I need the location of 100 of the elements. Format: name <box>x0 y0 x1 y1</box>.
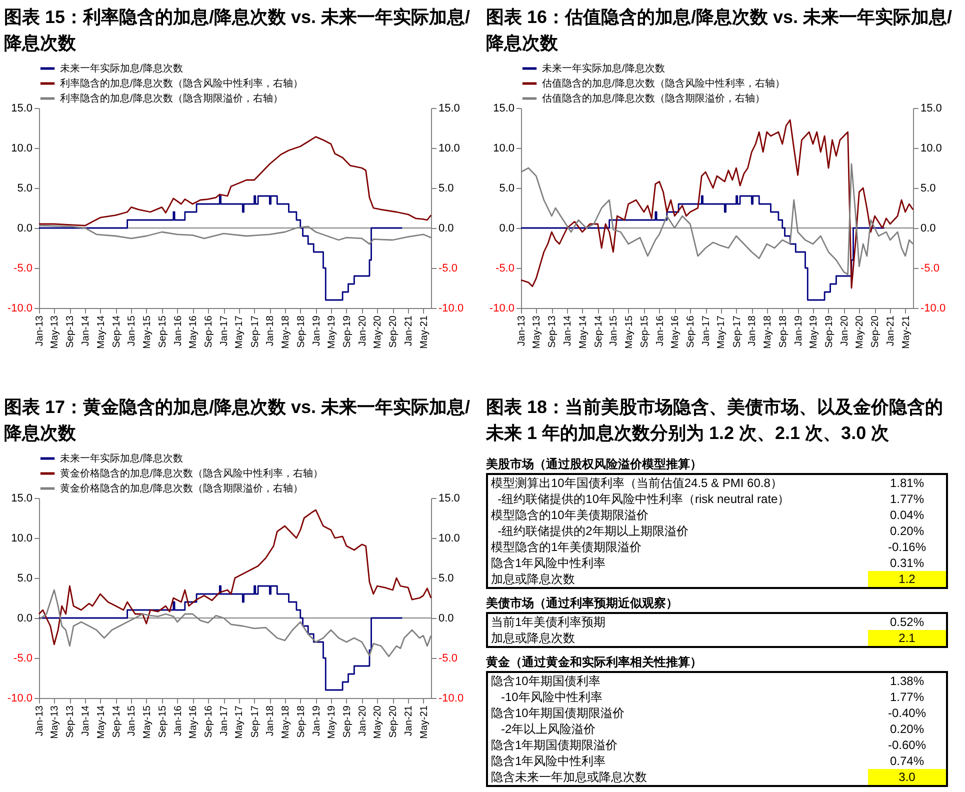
y-tick-label: 15.0 <box>493 102 514 114</box>
y2-tick-label: 5.0 <box>920 182 936 194</box>
chart-title: 图表 16：估值隐含的加息/降息次数 vs. 未来一年实际加息/降息次数 <box>486 6 954 55</box>
category-label: 隐含未来一年加息或降息次数 <box>490 769 648 786</box>
x-tick-label: Jan-18 <box>265 705 276 736</box>
legend-label: 未来一年实际加息/降息次数 <box>60 452 183 464</box>
x-tick-label: Jan-19 <box>311 315 322 346</box>
y2-tick-label: 15.0 <box>438 102 460 114</box>
category-label: 模型测算出10年国债利率（当前估值24.5 & PMI 60.8） <box>490 475 784 491</box>
x-tick-label: Jan-16 <box>172 315 184 346</box>
x-tick-label: Jan-14 <box>562 315 574 346</box>
category-label: -10年风险中性利率 <box>500 689 604 705</box>
text: 0.52% <box>890 615 924 629</box>
text: 0.74% <box>890 754 924 768</box>
x-tick-label: Jan-14 <box>80 705 92 736</box>
y-tick-label: 0.0 <box>17 612 32 624</box>
x-tick-label: May-13 <box>50 705 61 739</box>
x-tick-label: Sep-13 <box>65 705 76 738</box>
y-tick-label: 15.0 <box>11 102 32 114</box>
y-tick-label: 0.0 <box>499 222 514 234</box>
category-label: 隐含1年期国债期限溢价 <box>490 737 619 753</box>
x-tick-label: May-15 <box>142 315 153 349</box>
y2-tick-label: 5.0 <box>438 572 454 584</box>
category-label: 隐含10年期国债利率 <box>490 673 602 689</box>
y2-tick-label: 10.0 <box>920 142 942 154</box>
y2-tick-label: 5.0 <box>438 182 454 194</box>
x-tick-label: Jan-15 <box>126 315 138 346</box>
category-label: 加息或降息次数 <box>490 571 576 588</box>
x-tick-label: Sep-14 <box>111 705 122 738</box>
x-tick-label: Sep-15 <box>157 315 168 348</box>
x-tick-label: May-18 <box>762 315 774 349</box>
x-tick-label: Sep-20 <box>870 315 882 348</box>
legend-label: 利率隐含的加息/降息次数（隐含风险中性利率，右轴） <box>60 78 303 90</box>
y-tick-label: 5.0 <box>17 182 32 194</box>
x-tick-label: Sep-18 <box>778 315 789 348</box>
category-label: 隐含1年风险中性利率 <box>490 753 607 769</box>
chart-title: 图表 17：黄金隐含的加息/降息次数 vs. 未来一年实际加息/降息次数 <box>4 396 472 445</box>
x-tick-label: Sep-19 <box>342 705 353 738</box>
x-tick-label: Jan-13 <box>516 315 528 346</box>
x-tick-label: Jan-20 <box>357 705 368 736</box>
x-tick-label: Sep-18 <box>296 705 307 738</box>
x-tick-label: Sep-14 <box>111 315 122 348</box>
text: 0.31% <box>890 556 924 570</box>
y2-tick-label: -5.0 <box>438 262 458 274</box>
category-label: 隐含1年风险中性利率 <box>490 555 607 571</box>
y-tick-label: 10.0 <box>493 142 514 154</box>
x-tick-label: Jan-21 <box>404 705 415 736</box>
x-tick-label: Sep-20 <box>388 705 400 738</box>
x-tick-label: Jan-17 <box>219 705 230 736</box>
x-tick-label: Jan-16 <box>172 705 184 736</box>
text: 0.20% <box>890 524 924 538</box>
x-tick-label: Sep-15 <box>157 705 168 738</box>
x-tick-label: May-21 <box>418 315 430 349</box>
x-tick-label: May-19 <box>326 315 338 349</box>
text: -0.60% <box>888 738 926 752</box>
y2-tick-label: 0.0 <box>920 222 936 234</box>
x-tick-label: Sep-19 <box>342 315 353 348</box>
x-tick-label: May-21 <box>418 705 430 739</box>
x-tick-label: May-17 <box>234 705 246 739</box>
x-tick-label: May-15 <box>142 705 153 739</box>
y2-tick-label: -10.0 <box>920 302 946 314</box>
x-tick-label: Sep-16 <box>686 315 697 348</box>
x-tick-label: May-18 <box>280 315 292 349</box>
y-tick-label: -10.0 <box>7 302 32 314</box>
x-tick-label: Jan-13 <box>34 705 46 736</box>
y-tick-label: 10.0 <box>11 142 32 154</box>
chart-title: 图表 15：利率隐含的加息/降息次数 vs. 未来一年实际加息/降息次数 <box>4 6 472 55</box>
x-tick-label: May-14 <box>578 315 589 349</box>
x-tick-label: Jan-18 <box>747 315 758 346</box>
x-tick-label: Sep-19 <box>824 315 835 348</box>
y-tick-label: 15.0 <box>11 492 32 504</box>
x-tick-label: Jan-19 <box>311 705 322 736</box>
y-tick-label: 0.0 <box>17 222 32 234</box>
x-tick-label: Sep-16 <box>204 315 215 348</box>
x-tick-label: Jan-17 <box>701 315 712 346</box>
x-tick-label: May-16 <box>188 705 200 739</box>
text: 美债市场（通过利率预期近似观察） <box>486 595 679 612</box>
legend-label: 黄金价格隐含的加息/降息次数（隐含风险中性利率，右轴） <box>60 468 323 480</box>
y-tick-label: 10.0 <box>11 532 32 544</box>
x-tick-label: Sep-17 <box>250 315 261 348</box>
y2-tick-label: 15.0 <box>920 102 942 114</box>
x-tick-label: Sep-14 <box>593 315 604 348</box>
text: 黄金（通过黄金和实际利率相关性推算） <box>486 654 703 671</box>
text: 1.81% <box>890 476 924 490</box>
y2-tick-label: 15.0 <box>438 492 460 504</box>
legend-label: 黄金价格隐含的加息/降息次数（隐含期限溢价，右轴） <box>60 482 303 494</box>
x-tick-label: May-20 <box>372 705 384 739</box>
text: -0.40% <box>888 706 926 720</box>
text: 1.77% <box>890 690 924 704</box>
x-tick-label: Sep-18 <box>296 315 307 348</box>
text: 美股市场（通过股权风险溢价模型推算） <box>486 456 703 473</box>
x-tick-label: May-19 <box>326 705 338 739</box>
category-label: -纽约联储提供的2年期以上期限溢价 <box>496 523 690 539</box>
legend-label: 未来一年实际加息/降息次数 <box>60 62 183 74</box>
y-tick-label: -5.0 <box>14 262 32 274</box>
x-tick-label: May-16 <box>188 315 200 349</box>
category-label: -纽约联储提供的10年风险中性利率（risk neutral rate） <box>496 491 791 507</box>
x-tick-label: Jan-15 <box>608 315 620 346</box>
x-tick-label: Jan-18 <box>265 315 276 346</box>
legend-label: 利率隐含的加息/降息次数（隐含期限溢价，右轴） <box>60 92 283 104</box>
